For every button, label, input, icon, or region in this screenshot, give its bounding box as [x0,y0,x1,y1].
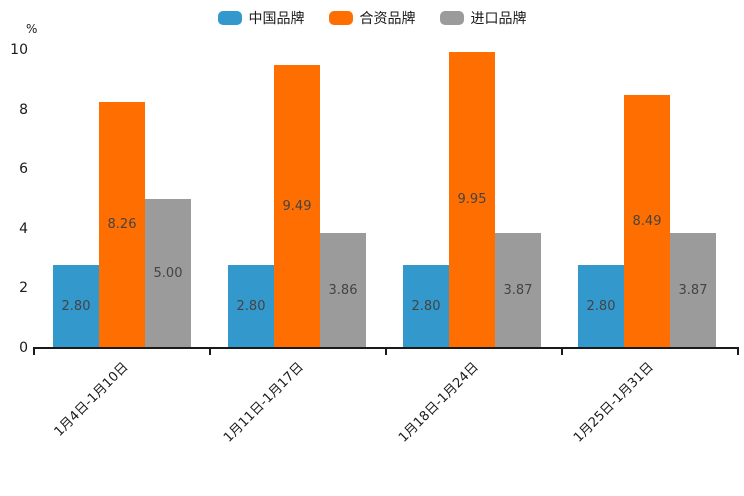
bar-合资品牌-2: 9.49 [274,65,320,348]
bar-中国品牌-2: 2.80 [228,264,274,348]
y-tick-label: 0 [19,340,28,356]
bar-value-label: 8.26 [107,217,137,233]
legend-label: 合资品牌 [359,11,416,27]
bar-group-1: 2.80 8.26 5.00 [53,101,191,348]
x-axis-tick [209,347,211,355]
bar-value-label: 2.80 [411,298,441,314]
x-axis-tick [737,347,739,355]
x-axis-tick [33,347,35,355]
x-axis-tick [385,347,387,355]
bar-value-label: 2.80 [61,298,91,314]
bar-中国品牌-3: 2.80 [403,264,449,348]
y-tick-label: 2 [19,280,28,297]
x-axis-tick [561,347,563,355]
legend-item-2[interactable]: 合资品牌 [328,8,416,28]
legend-swatch [217,11,242,25]
legend-label: 进口品牌 [470,11,527,27]
y-tick-label: 4 [19,220,28,237]
bar-中国品牌-1: 2.80 [53,264,99,348]
y-tick-label: 10 [10,42,28,58]
bar-进口品牌-4: 3.87 [670,232,716,348]
legend: 中国品牌 合资品牌 进口品牌 [0,8,744,28]
legend-swatch [328,11,353,25]
legend-item-3[interactable]: 进口品牌 [439,8,527,28]
bar-value-label: 2.80 [236,298,266,314]
bar-合资品牌-3: 9.95 [449,51,495,348]
legend-label: 中国品牌 [248,11,305,27]
bar-value-label: 2.80 [586,298,616,314]
legend-item-1[interactable]: 中国品牌 [217,8,305,28]
y-axis-unit-label: % [26,22,38,36]
legend-swatch [439,11,464,25]
y-tick-label: 6 [19,161,28,178]
bar-group-2: 2.80 9.49 3.86 [228,65,366,348]
bar-合资品牌-4: 8.49 [624,95,670,348]
bar-进口品牌-2: 3.86 [320,232,366,348]
bar-value-label: 5.00 [153,266,183,281]
bar-group-3: 2.80 9.95 3.87 [403,51,541,348]
bar-进口品牌-1: 5.00 [145,199,191,348]
bar-value-label: 9.49 [282,199,312,215]
bar-value-label: 8.49 [632,214,662,229]
bar-group-4: 2.80 8.49 3.87 [578,95,716,348]
bar-进口品牌-3: 3.87 [495,232,541,348]
y-tick-label: 8 [19,101,28,118]
bar-value-label: 3.86 [328,282,358,298]
bar-value-label: 3.87 [503,282,533,298]
bar-合资品牌-1: 8.26 [99,101,145,348]
bar-value-label: 9.95 [457,192,487,208]
bar-中国品牌-4: 2.80 [578,264,624,348]
bar-value-label: 3.87 [678,282,708,298]
